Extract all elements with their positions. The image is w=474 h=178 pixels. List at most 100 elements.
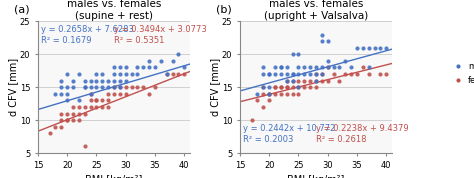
Point bbox=[301, 86, 308, 89]
Point bbox=[283, 73, 291, 75]
Point bbox=[81, 112, 89, 115]
Point bbox=[295, 53, 302, 56]
Point bbox=[365, 73, 373, 75]
Point bbox=[146, 92, 153, 95]
Point bbox=[271, 86, 279, 89]
Point bbox=[93, 99, 100, 102]
Point bbox=[265, 73, 273, 75]
Point bbox=[324, 66, 331, 69]
Point bbox=[330, 73, 337, 75]
Point bbox=[174, 73, 182, 75]
Point bbox=[283, 86, 291, 89]
Point bbox=[295, 79, 302, 82]
Point bbox=[365, 46, 373, 49]
Point bbox=[99, 106, 106, 108]
Point bbox=[265, 92, 273, 95]
Point bbox=[295, 73, 302, 75]
Point bbox=[341, 73, 349, 75]
Point bbox=[312, 66, 320, 69]
Point bbox=[174, 53, 182, 56]
Point bbox=[312, 73, 320, 75]
Point bbox=[104, 79, 112, 82]
Point bbox=[99, 79, 106, 82]
Point bbox=[277, 73, 285, 75]
Point bbox=[81, 86, 89, 89]
Text: y = 0.2238x + 9.4379
R² = 0.2618: y = 0.2238x + 9.4379 R² = 0.2618 bbox=[316, 124, 409, 144]
Point bbox=[146, 59, 153, 62]
Point bbox=[254, 99, 261, 102]
Point bbox=[289, 92, 296, 95]
Point bbox=[260, 73, 267, 75]
Point bbox=[277, 92, 285, 95]
Legend: males, females: males, females bbox=[449, 62, 474, 85]
Point bbox=[318, 73, 326, 75]
X-axis label: BMI [kg/m²]: BMI [kg/m²] bbox=[287, 175, 345, 178]
Point bbox=[289, 73, 296, 75]
Point bbox=[277, 86, 285, 89]
Point bbox=[64, 86, 71, 89]
Point bbox=[277, 86, 285, 89]
Point bbox=[169, 73, 176, 75]
Point bbox=[75, 73, 82, 75]
Point bbox=[306, 86, 314, 89]
Point bbox=[289, 79, 296, 82]
Point bbox=[64, 119, 71, 122]
Point bbox=[295, 86, 302, 89]
Point bbox=[377, 73, 384, 75]
Point bbox=[122, 92, 129, 95]
Point bbox=[283, 86, 291, 89]
Point bbox=[146, 66, 153, 69]
Point bbox=[64, 119, 71, 122]
Point bbox=[69, 112, 77, 115]
Point bbox=[93, 99, 100, 102]
Point bbox=[81, 79, 89, 82]
Point bbox=[324, 79, 331, 82]
Point bbox=[289, 86, 296, 89]
Point bbox=[104, 99, 112, 102]
Point bbox=[169, 59, 176, 62]
Point bbox=[371, 46, 378, 49]
Point bbox=[57, 86, 65, 89]
Point bbox=[57, 125, 65, 128]
Point bbox=[116, 79, 124, 82]
Point bbox=[57, 119, 65, 122]
Point bbox=[260, 86, 267, 89]
Point bbox=[104, 92, 112, 95]
Point bbox=[271, 73, 279, 75]
Point bbox=[57, 79, 65, 82]
Point bbox=[116, 92, 124, 95]
Point bbox=[52, 92, 59, 95]
Point bbox=[116, 86, 124, 89]
Point bbox=[110, 79, 118, 82]
Point bbox=[99, 99, 106, 102]
Point bbox=[134, 73, 141, 75]
Point bbox=[181, 66, 188, 69]
Point bbox=[301, 66, 308, 69]
Point bbox=[69, 86, 77, 89]
Point bbox=[260, 92, 267, 95]
Point bbox=[312, 79, 320, 82]
Point bbox=[87, 86, 94, 89]
Point bbox=[52, 125, 59, 128]
Point bbox=[295, 66, 302, 69]
Point bbox=[151, 66, 159, 69]
Point bbox=[330, 66, 337, 69]
Point bbox=[93, 106, 100, 108]
Point bbox=[359, 66, 366, 69]
Point bbox=[81, 145, 89, 148]
Point bbox=[122, 79, 129, 82]
Point bbox=[122, 86, 129, 89]
Point bbox=[383, 46, 390, 49]
Point bbox=[318, 33, 326, 36]
Text: y = 0.2442x + 10.772
R² = 0.2003: y = 0.2442x + 10.772 R² = 0.2003 bbox=[243, 124, 335, 144]
Point bbox=[336, 79, 343, 82]
Point bbox=[324, 59, 331, 62]
Point bbox=[283, 66, 291, 69]
Point bbox=[248, 119, 255, 122]
Point bbox=[295, 86, 302, 89]
Point bbox=[277, 66, 285, 69]
Point bbox=[306, 73, 314, 75]
Point bbox=[260, 66, 267, 69]
Point bbox=[301, 79, 308, 82]
Point bbox=[46, 132, 54, 135]
